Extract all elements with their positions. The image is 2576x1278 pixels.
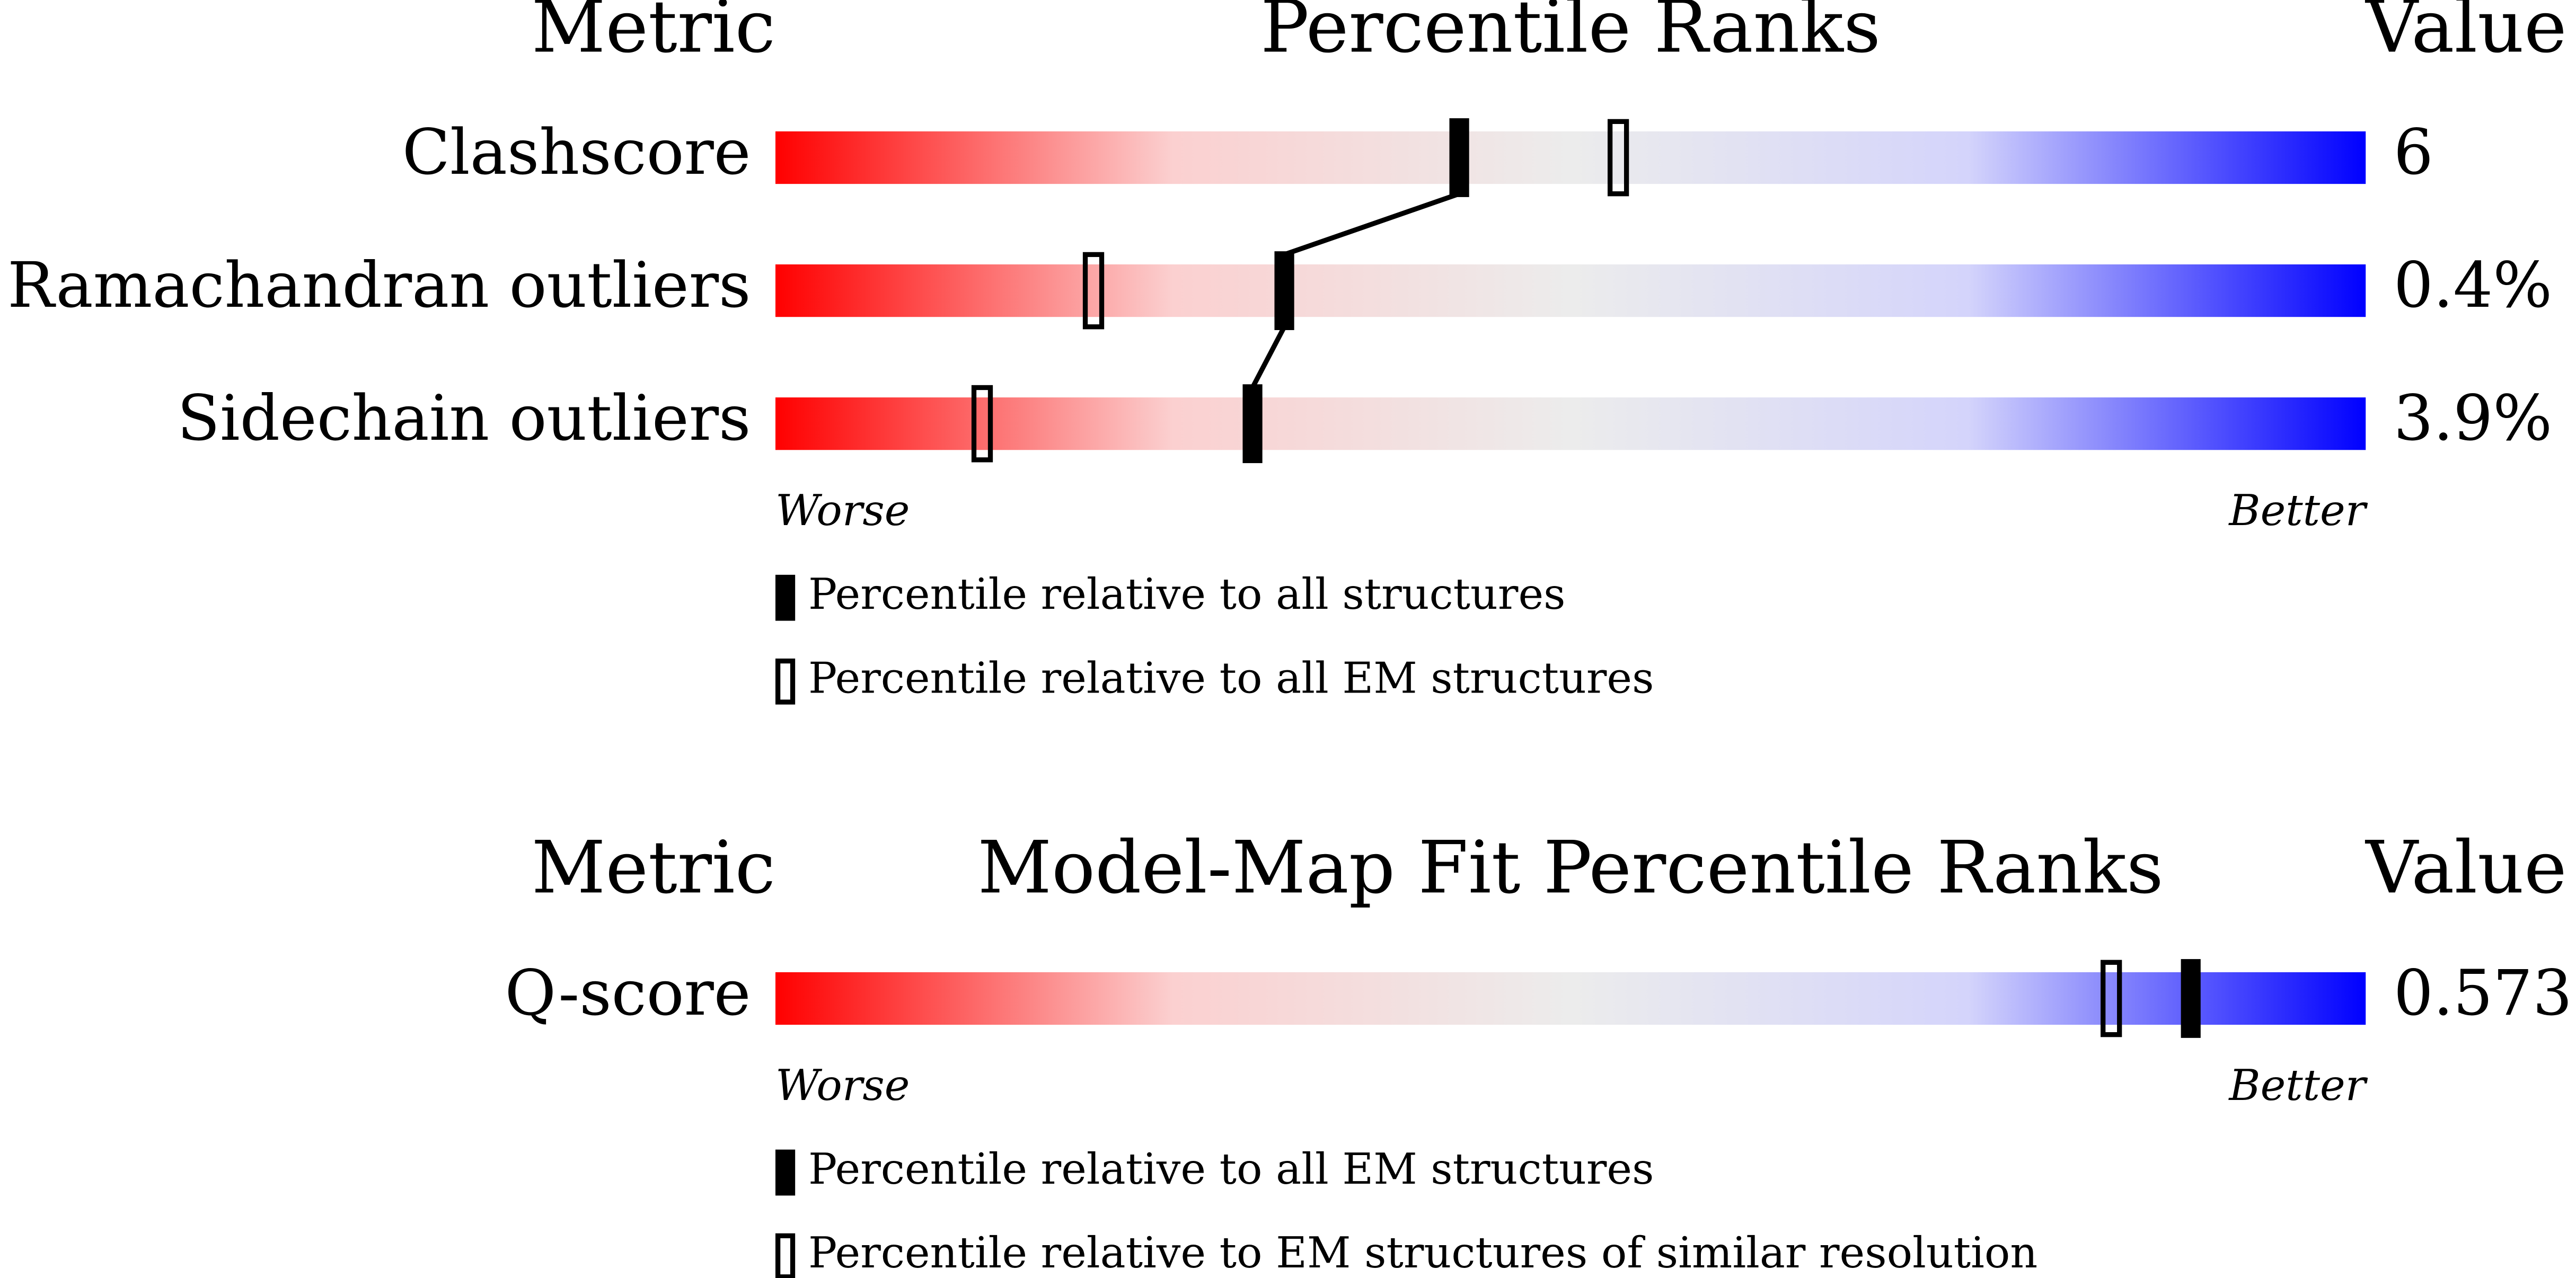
legend-label: Percentile relative to all structures (808, 570, 1566, 619)
percentile-marker-open (2101, 960, 2122, 1037)
legend-swatch (775, 574, 796, 621)
better-label: Better (2228, 486, 2368, 536)
slider-bar (775, 397, 2366, 450)
legend-label: Percentile relative to all EM structures (808, 1144, 1654, 1194)
percentile-marker-open (971, 385, 993, 463)
header-value: Value (2365, 826, 2566, 910)
value-label: 0.573 (2394, 957, 2572, 1030)
slider-bar (775, 972, 2366, 1025)
legend-label: Percentile relative to EM structures of … (808, 1228, 2037, 1278)
connector (1250, 325, 1287, 389)
metric-label: Ramachandran outliers (7, 249, 751, 322)
percentile-marker-open (1082, 252, 1105, 330)
better-label: Better (2228, 1061, 2368, 1111)
header-title: Percentile Ranks (1260, 0, 1881, 69)
percentile-marker (1242, 384, 1263, 464)
connector (1283, 191, 1460, 257)
worse-label: Worse (775, 1061, 910, 1111)
percentile-marker-open (1607, 119, 1629, 197)
header-title: Model-Map Fit Percentile Ranks (977, 826, 2163, 910)
metric-label: Clashscore (402, 116, 751, 189)
header-metric: Metric (532, 826, 775, 910)
metric-label: Sidechain outliers (177, 382, 751, 455)
legend-label: Percentile relative to all EM structures (808, 653, 1654, 703)
header-metric: Metric (532, 0, 775, 69)
percentile-marker (1449, 118, 1469, 197)
slider-bar (775, 131, 2366, 184)
metric-label: Q-score (505, 957, 751, 1030)
slider-bar (775, 264, 2366, 317)
percentile-marker (2181, 959, 2201, 1038)
value-label: 3.9% (2394, 382, 2552, 455)
legend-swatch-open (775, 658, 796, 705)
value-label: 0.4% (2394, 249, 2552, 322)
percentile-marker (1274, 251, 1294, 330)
worse-label: Worse (775, 486, 910, 536)
header-value: Value (2365, 0, 2566, 69)
legend-swatch-open (775, 1233, 796, 1278)
legend-swatch (775, 1149, 796, 1196)
value-label: 6 (2394, 116, 2433, 189)
